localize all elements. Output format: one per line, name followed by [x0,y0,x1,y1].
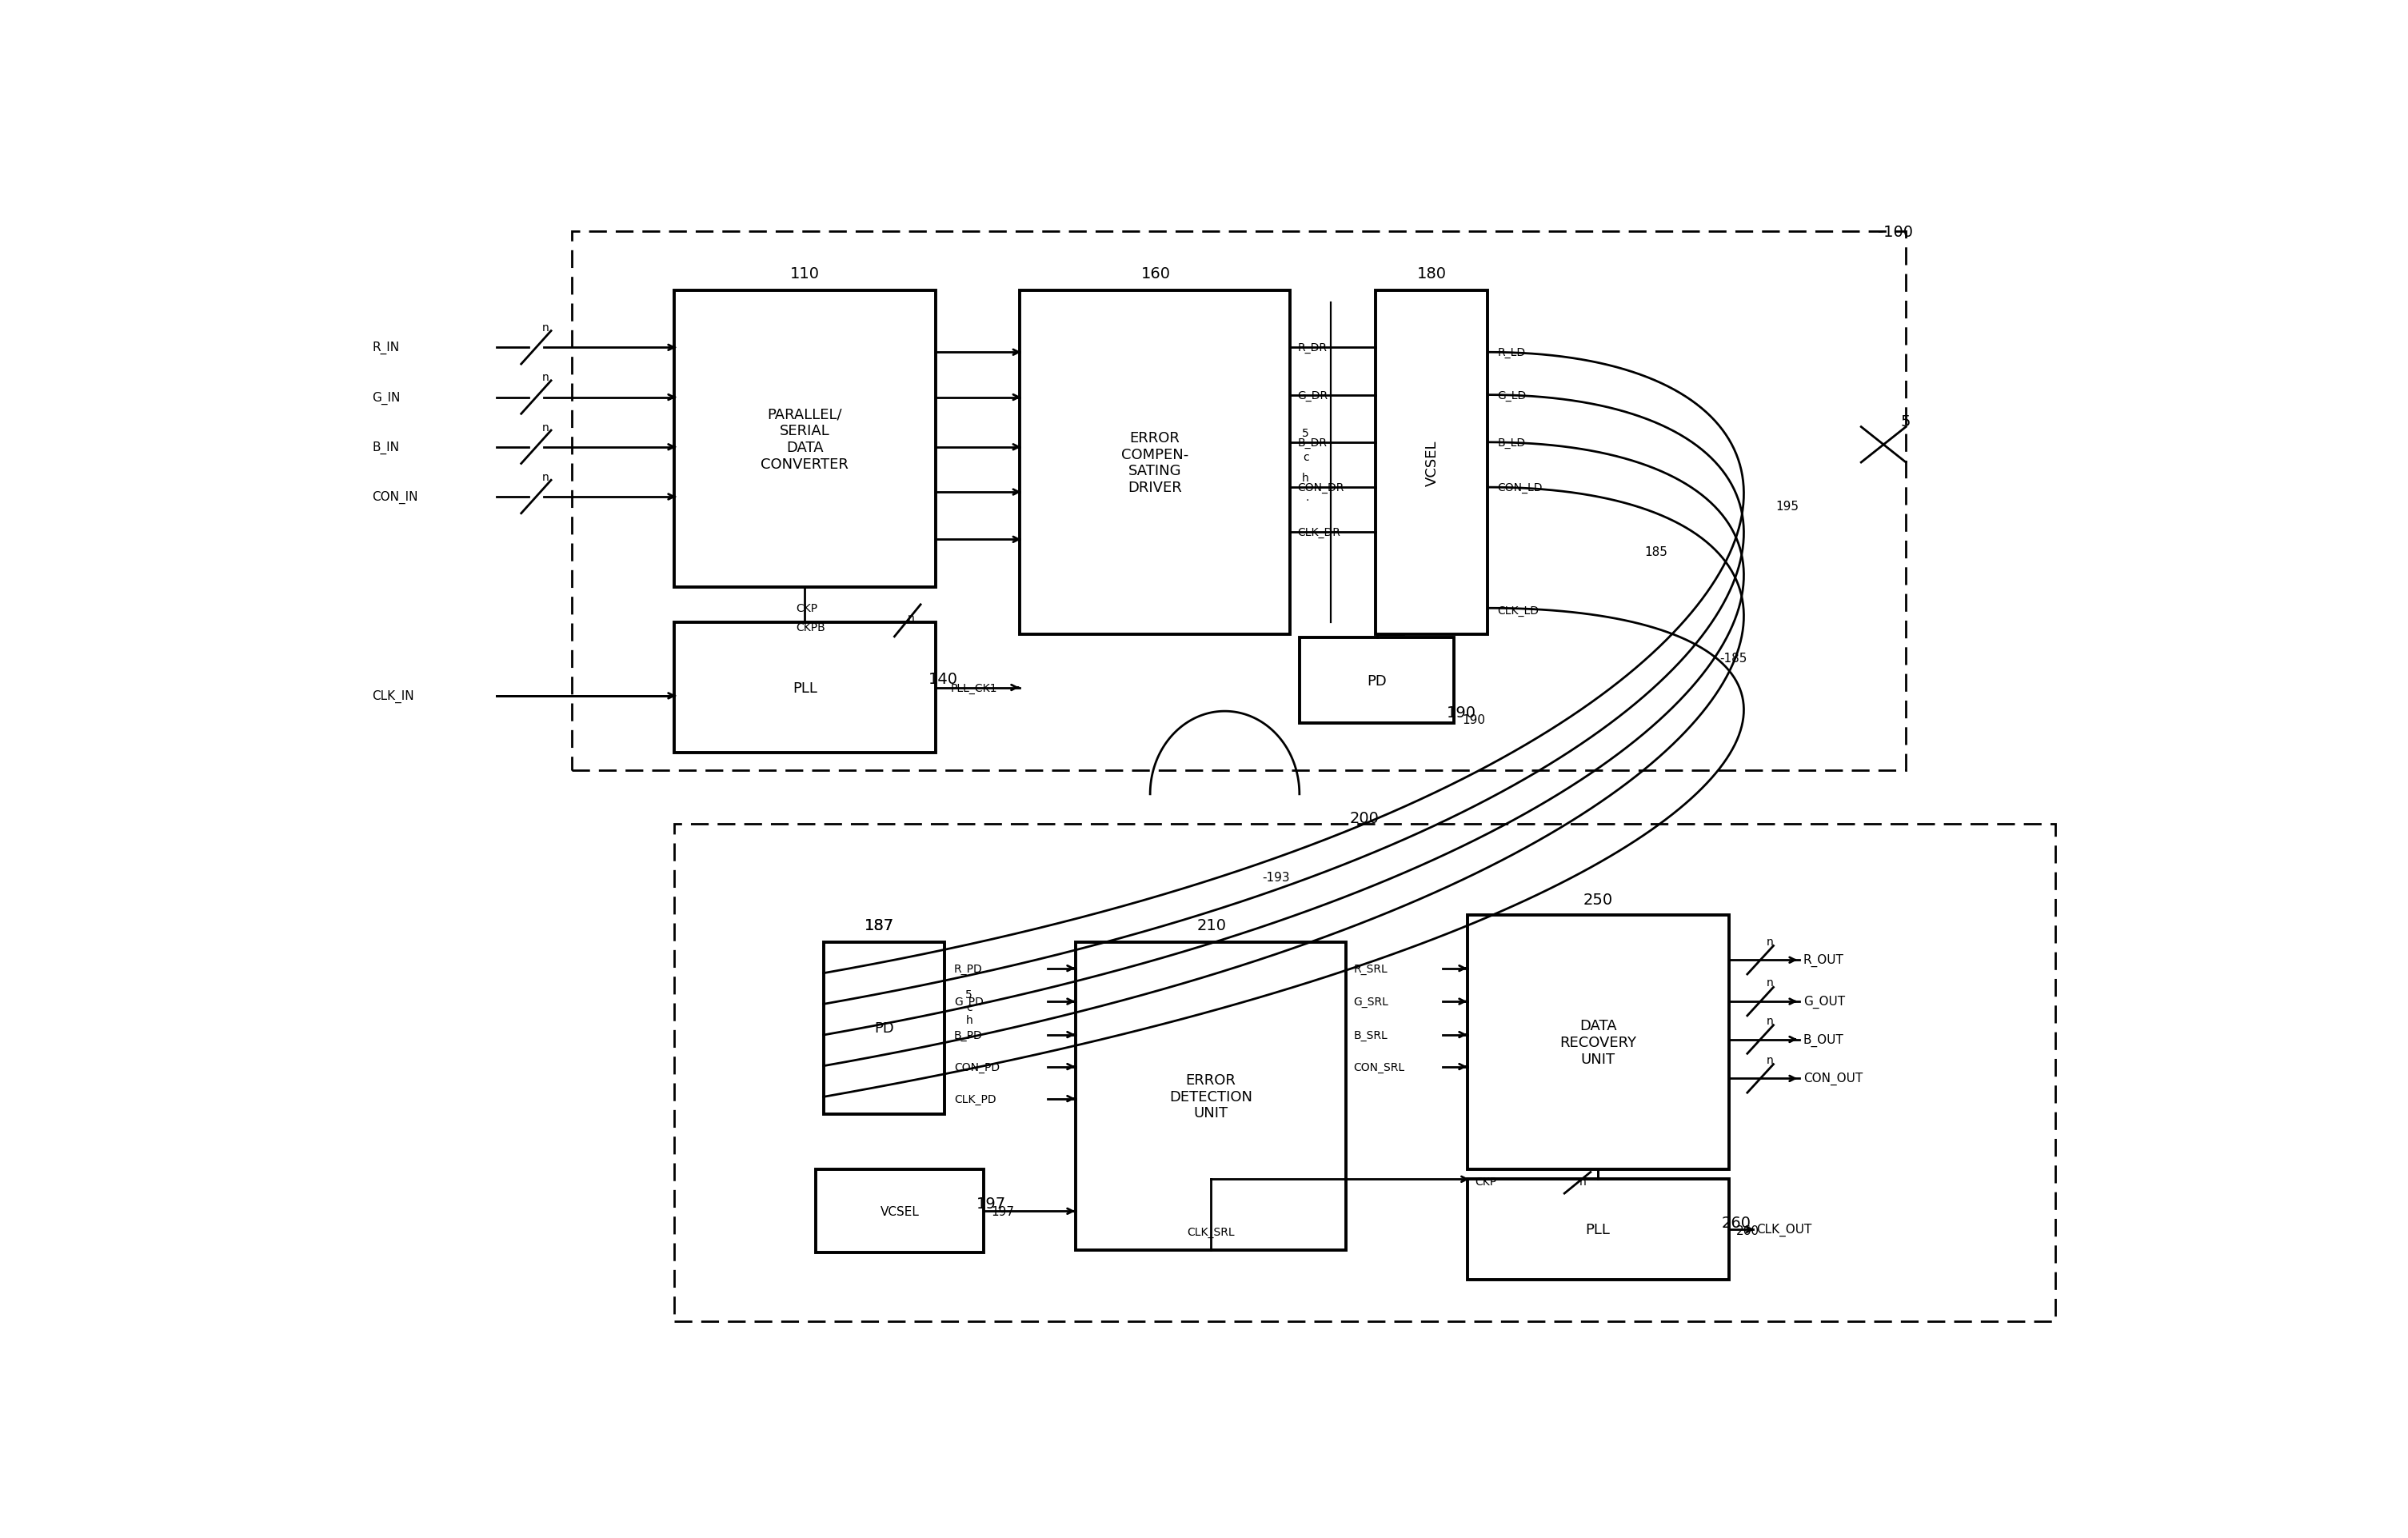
Text: CON_DR: CON_DR [1298,481,1344,494]
Text: 180: 180 [1418,266,1447,281]
Text: 260: 260 [1736,1224,1760,1237]
Text: 185: 185 [1645,546,1669,558]
Text: ERROR
COMPEN-
SATING
DRIVER: ERROR COMPEN- SATING DRIVER [1122,431,1190,495]
Text: 190: 190 [1462,714,1486,726]
Text: c: c [1303,451,1310,463]
Text: n: n [542,323,549,334]
FancyBboxPatch shape [1076,943,1346,1250]
FancyBboxPatch shape [1300,638,1454,723]
Text: -193: -193 [1262,872,1291,883]
Text: DATA
RECOVERY
UNIT: DATA RECOVERY UNIT [1560,1018,1637,1066]
Text: ERROR
DETECTION
UNIT: ERROR DETECTION UNIT [1170,1072,1252,1120]
Text: CLK_SRL: CLK_SRL [1187,1226,1235,1237]
Text: PLL: PLL [792,681,816,695]
Text: G_OUT: G_OUT [1804,995,1845,1009]
Text: 5: 5 [1900,414,1912,429]
Text: -185: -185 [1719,652,1746,664]
Text: 250: 250 [1582,892,1613,907]
Text: CON_PD: CON_PD [954,1061,999,1072]
Text: 140: 140 [927,672,958,686]
Text: 210: 210 [1197,918,1226,934]
Text: B_PD: B_PD [954,1029,982,1040]
Text: G_SRL: G_SRL [1353,997,1389,1007]
Text: 190: 190 [1447,704,1476,720]
Text: G_LD: G_LD [1498,389,1527,401]
Text: 5
c
h
.: 5 c h . [966,989,973,1038]
Text: n: n [908,612,915,623]
Text: CKP: CKP [795,603,816,614]
Text: 197: 197 [992,1206,1014,1217]
Text: .: . [1305,492,1310,503]
Text: n: n [1765,1054,1772,1066]
Text: CLK_PD: CLK_PD [954,1094,997,1104]
Text: -100: -100 [1878,225,1912,240]
Text: PD: PD [1368,674,1387,687]
Text: PLL: PLL [1584,1223,1611,1237]
Text: CON_IN: CON_IN [371,491,419,503]
Text: R_IN: R_IN [371,341,400,354]
Text: R_PD: R_PD [954,963,982,974]
Text: 200: 200 [1351,811,1380,826]
Text: VCSEL: VCSEL [1426,440,1440,486]
Text: CKP: CKP [1474,1177,1495,1187]
Text: CKPB: CKPB [795,621,826,634]
Text: CLK_LD: CLK_LD [1498,606,1539,617]
Text: R_LD: R_LD [1498,348,1524,358]
Text: CLK_OUT: CLK_OUT [1758,1223,1813,1237]
Text: B_IN: B_IN [371,441,400,454]
Text: CLK_IN: CLK_IN [371,689,414,703]
Text: G_PD: G_PD [954,997,982,1007]
FancyBboxPatch shape [1375,291,1488,635]
Text: G_IN: G_IN [371,391,400,404]
Text: 110: 110 [790,266,819,281]
Text: B_OUT: B_OUT [1804,1034,1845,1046]
Text: 197: 197 [978,1197,1007,1212]
Text: R_DR: R_DR [1298,343,1327,354]
Text: PD: PD [874,1021,893,1035]
Text: B_LD: B_LD [1498,437,1524,448]
Text: n: n [542,372,549,383]
Text: 195: 195 [1775,501,1799,512]
Text: 187: 187 [864,918,893,934]
Text: VCSEL: VCSEL [881,1206,920,1217]
Text: CON_OUT: CON_OUT [1804,1072,1864,1086]
Text: R_OUT: R_OUT [1804,954,1845,967]
FancyBboxPatch shape [1466,915,1729,1170]
Text: R_SRL: R_SRL [1353,963,1387,974]
Text: B_DR: B_DR [1298,437,1327,448]
Text: 187: 187 [864,918,893,934]
Text: n: n [1580,1177,1587,1187]
Text: PLL_CK1: PLL_CK1 [951,683,997,694]
Text: CLK_DR: CLK_DR [1298,528,1341,538]
Text: PARALLEL/
SERIAL
DATA
CONVERTER: PARALLEL/ SERIAL DATA CONVERTER [761,408,848,471]
Text: n: n [1765,935,1772,947]
FancyBboxPatch shape [1019,291,1291,635]
FancyBboxPatch shape [1466,1180,1729,1280]
FancyBboxPatch shape [674,291,937,588]
Text: n: n [1765,1015,1772,1026]
FancyBboxPatch shape [674,623,937,754]
Text: G_DR: G_DR [1298,389,1329,401]
Text: h: h [1303,472,1310,484]
Text: 160: 160 [1141,266,1170,281]
Text: n: n [1765,977,1772,989]
Text: CON_LD: CON_LD [1498,481,1544,494]
Text: n: n [542,472,549,483]
Text: B_SRL: B_SRL [1353,1029,1387,1040]
Text: CON_SRL: CON_SRL [1353,1061,1404,1072]
Text: 5: 5 [1303,428,1310,438]
Text: 260: 260 [1722,1215,1751,1230]
FancyBboxPatch shape [816,1170,985,1253]
Text: n: n [542,421,549,432]
FancyBboxPatch shape [824,943,944,1114]
